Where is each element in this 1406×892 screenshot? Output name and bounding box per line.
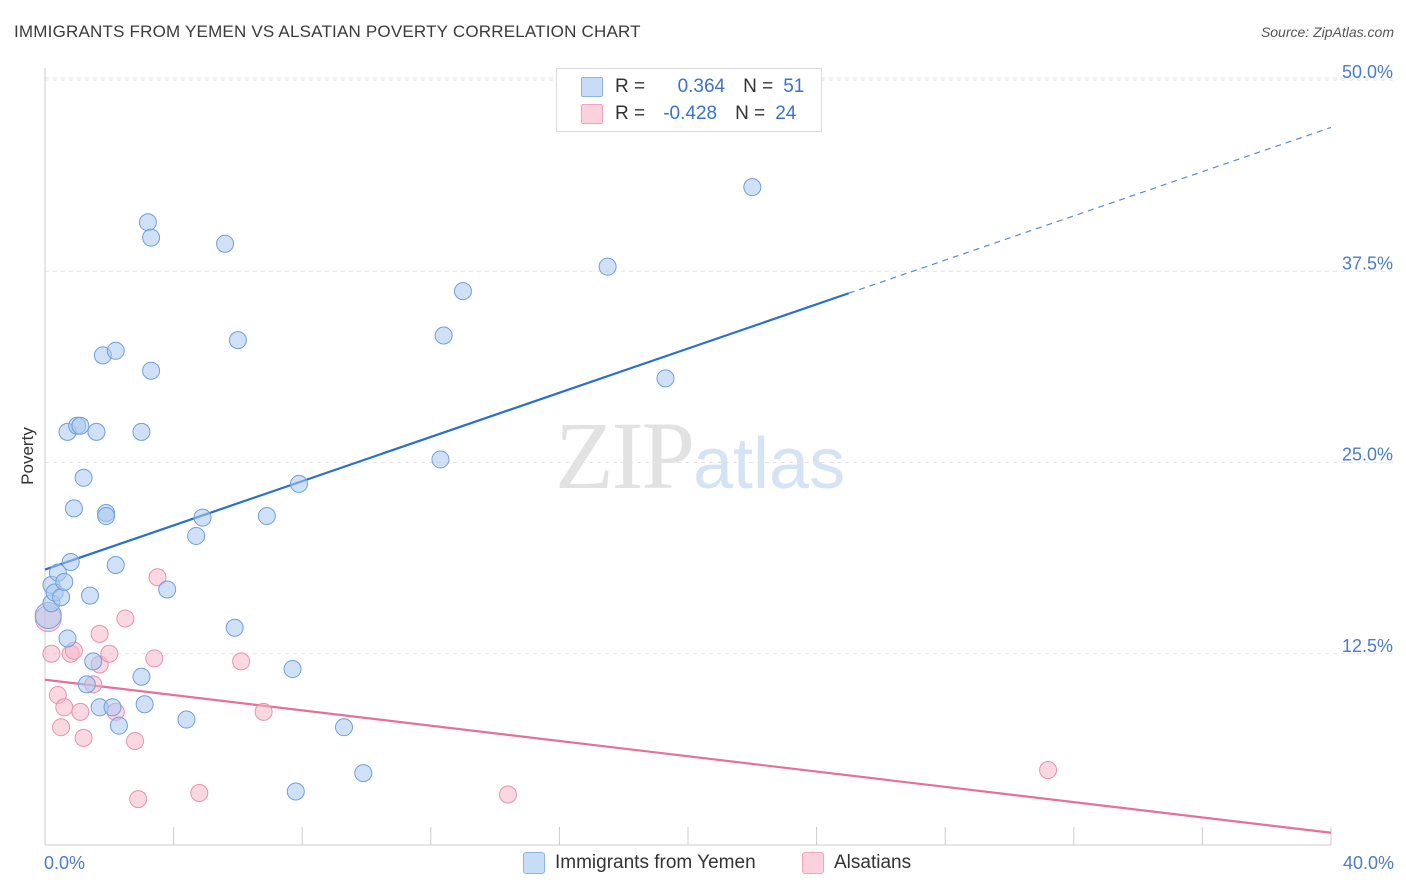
series-swatch-alsatians [802,852,824,874]
data-point-yemen [257,507,276,526]
data-point-yemen [84,652,103,671]
data-point-yemen [656,369,675,388]
watermark: ZIPatlas [555,400,845,511]
data-point-yemen [52,588,71,607]
data-point-yemen [431,450,450,469]
data-point-alsatians [1039,761,1058,780]
series-label-alsatians: Alsatians [834,852,912,873]
data-point-yemen [286,782,305,801]
data-point-alsatians [55,698,74,717]
legend-r-label: R = [615,76,646,97]
data-point-alsatians [254,702,273,721]
axes [44,68,1331,846]
legend-n-value: 51 [783,76,805,97]
legend-n-label: N = [743,76,774,97]
data-point-alsatians [148,568,167,587]
legend-row-yemen: R = 0.364 N = 51 [581,74,804,100]
data-point-yemen [138,213,157,232]
data-point-yemen [81,586,100,605]
data-point-alsatians [498,785,517,804]
data-point-yemen [77,675,96,694]
grid-lines [45,77,1395,655]
legend-r-label: R = [615,103,646,124]
series-legend-alsatians: Alsatians [802,852,911,874]
data-point-yemen [109,716,128,735]
x-tick-label-start: 0.0% [44,853,85,873]
data-point-alsatians [90,624,109,643]
data-point-alsatians [74,728,93,747]
trendline-yemen [44,292,850,571]
data-point-yemen [135,695,154,714]
data-point-yemen [103,698,122,717]
data-point-yemen [283,660,302,679]
data-point-yemen [87,422,106,441]
series-label-yemen: Immigrants from Yemen [555,852,756,873]
data-point-yemen [334,718,353,737]
data-point-yemen [434,326,453,345]
data-point-yemen [142,361,161,380]
trendline-extension-yemen [848,126,1332,294]
data-point-yemen [61,552,80,571]
legend-swatch-alsatians [581,104,603,124]
y-tick-label: 25.0% [1342,445,1393,465]
data-point-alsatians [52,718,71,737]
series-legend-yemen: Immigrants from Yemen [523,852,756,874]
data-point-alsatians [116,609,135,628]
data-point-yemen [216,234,235,253]
data-point-yemen [225,618,244,637]
y-axis-title: Poverty [18,427,37,485]
watermark-atlas: atlas [693,424,846,504]
y-tick-label: 12.5% [1342,636,1393,656]
data-point-yemen [55,572,74,591]
data-point-yemen [142,228,161,247]
data-point-yemen [58,629,77,648]
data-point-yemen [158,580,177,599]
data-point-yemen [132,667,151,686]
source-credit: Source: ZipAtlas.com [1260,24,1394,40]
legend-n-label: N = [735,103,766,124]
y-tick-label: 50.0% [1342,62,1393,82]
data-point-yemen [193,508,212,527]
correlation-legend: R = 0.364 N = 51 R = -0.428 N = 24 [556,68,822,132]
data-point-yemen [177,710,196,729]
chart-title: IMMIGRANTS FROM YEMEN VS ALSATIAN POVERT… [14,22,641,41]
data-point-yemen [106,556,125,575]
data-point-alsatians [42,644,61,663]
data-point-yemen [743,178,762,197]
y-tick-label: 37.5% [1342,253,1393,273]
series-swatch-yemen [523,852,545,874]
tick-labels: 12.5% 25.0% 37.5% 50.0% 0.0% 40.0% [44,62,1394,873]
data-point-yemen [289,474,308,493]
data-point-yemen [354,764,373,783]
legend-row-alsatians: R = -0.428 N = 24 [581,101,796,127]
watermark-zip: ZIP [555,402,695,509]
data-point-yemen [97,507,116,526]
legend-swatch-yemen [581,77,603,97]
data-point-yemen [64,499,83,518]
x-tick-label-end: 40.0% [1343,853,1394,873]
data-point-yemen [228,331,247,350]
data-point-yemen [132,422,151,441]
data-point-alsatians [100,644,119,663]
data-point-alsatians [71,702,90,721]
trendline-alsatians [44,678,1332,834]
x-ticks [44,827,1332,845]
data-point-alsatians [190,783,209,802]
legend-r-value: 0.364 [677,76,726,97]
legend-n-value: 24 [775,103,797,124]
legend-r-value: -0.428 [663,103,718,124]
data-point-yemen [74,468,93,487]
data-points [34,178,1058,809]
data-point-alsatians [126,731,145,750]
data-point-yemen [453,282,472,301]
trendlines [44,126,1332,834]
data-point-alsatians [232,652,251,671]
data-point-yemen [106,341,125,360]
data-point-yemen [598,257,617,276]
data-point-alsatians [145,649,164,668]
data-point-yemen [187,526,206,545]
data-point-yemen [71,416,90,435]
data-point-alsatians [129,790,148,809]
